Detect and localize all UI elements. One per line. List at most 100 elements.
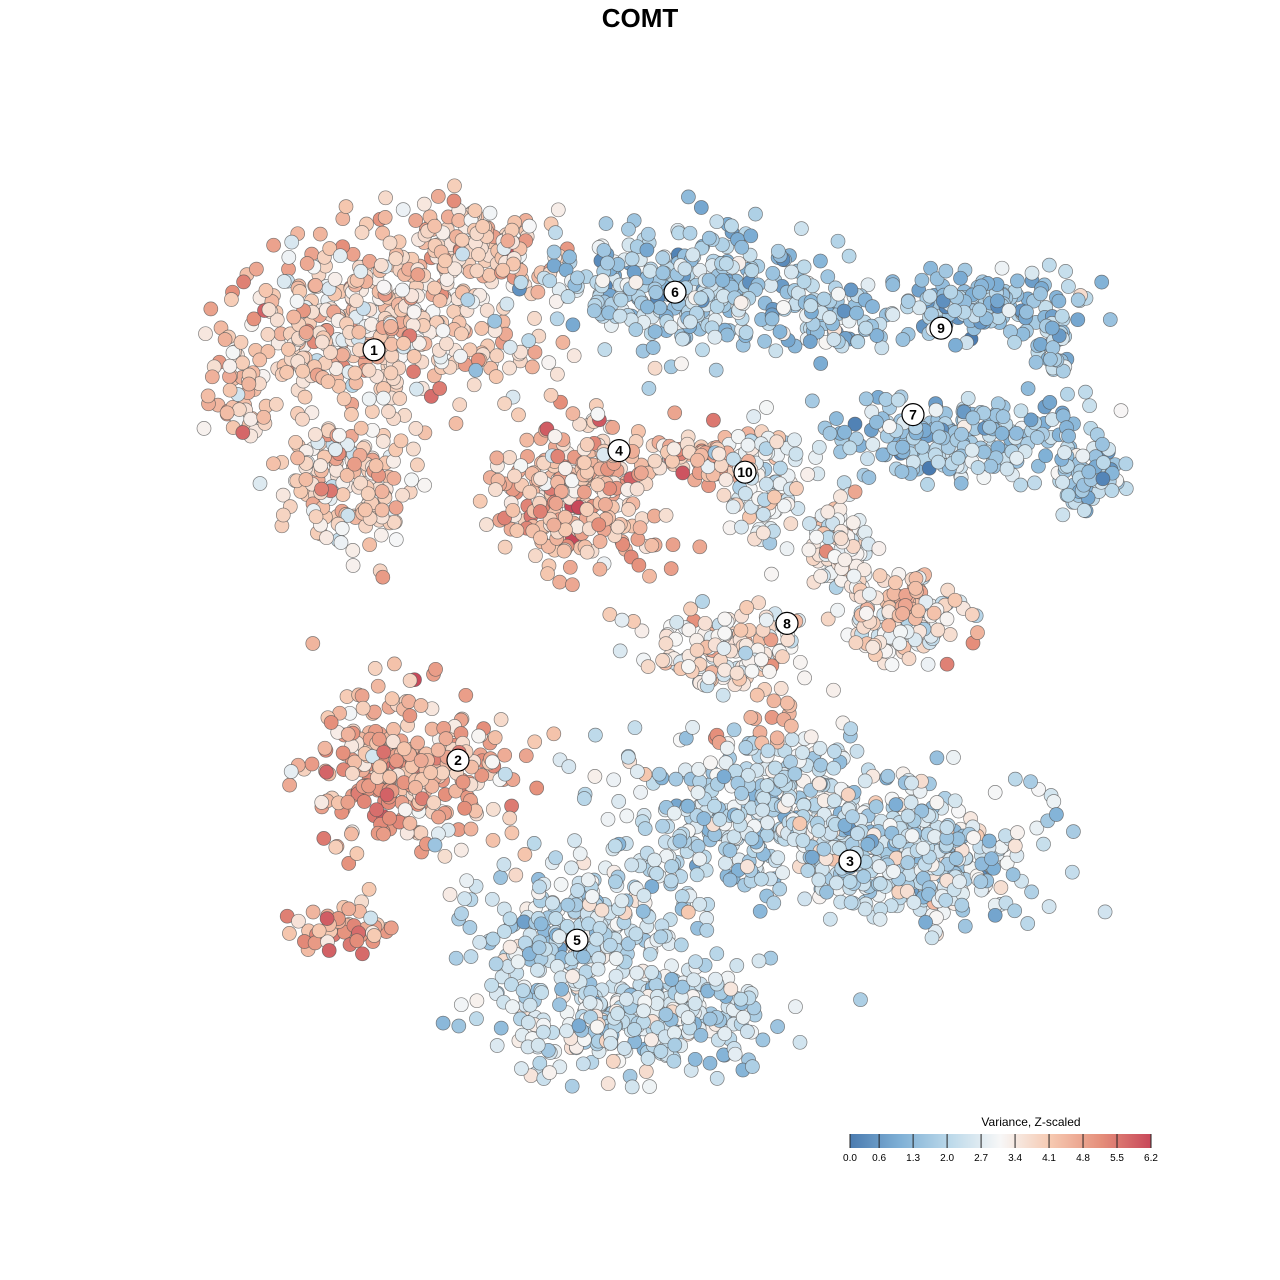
cell-point — [929, 795, 945, 810]
cell-point — [360, 486, 376, 502]
cell-point — [289, 293, 305, 309]
cell-point — [708, 362, 724, 378]
cell-point — [914, 803, 930, 819]
cell-point — [590, 961, 606, 977]
cluster-label-badge — [607, 439, 631, 463]
cell-point — [621, 221, 636, 237]
cell-point — [878, 392, 894, 407]
cell-point — [552, 574, 568, 590]
cell-point — [469, 263, 485, 279]
cell-point — [392, 391, 408, 406]
cell-point — [402, 673, 418, 688]
cell-point — [1007, 903, 1023, 919]
cell-point — [914, 439, 930, 455]
cell-point — [1033, 337, 1048, 352]
cell-point — [740, 767, 756, 783]
cell-point — [614, 612, 630, 628]
cell-point — [816, 841, 832, 857]
cell-point — [406, 349, 422, 364]
cell-point — [371, 731, 387, 747]
cell-point — [1041, 899, 1057, 914]
cell-point — [822, 911, 838, 927]
cell-point — [607, 838, 623, 854]
cell-point — [584, 889, 600, 904]
cell-point — [198, 326, 213, 342]
cell-point — [848, 635, 864, 651]
cell-point — [366, 928, 382, 943]
cell-point — [942, 627, 958, 642]
cell-point — [859, 605, 874, 621]
cell-point — [565, 969, 580, 984]
cell-point — [639, 242, 655, 258]
cluster-label-2: 2 — [446, 748, 470, 772]
cell-point — [923, 260, 938, 276]
cell-point — [535, 1024, 551, 1040]
cell-point — [566, 348, 582, 364]
cluster-label-badge — [663, 280, 687, 304]
cluster-labels-layer: 1 2 3 4 5 6 7 8 9 10 — [362, 280, 953, 952]
cell-point — [376, 744, 392, 760]
cell-point — [647, 453, 663, 469]
cell-point — [246, 311, 262, 327]
cell-point — [706, 412, 721, 428]
cell-point — [383, 365, 399, 381]
cell-point — [600, 1076, 616, 1092]
cell-point — [597, 342, 613, 357]
cell-point — [872, 568, 888, 583]
cell-point — [551, 929, 567, 944]
cell-point — [640, 1051, 656, 1066]
cell-point — [1104, 483, 1120, 498]
cell-point — [757, 333, 772, 349]
cell-point — [497, 766, 513, 782]
cell-point — [830, 233, 846, 249]
cell-point — [1007, 838, 1023, 854]
cell-point — [894, 464, 910, 479]
cell-point — [842, 874, 858, 890]
cell-point — [738, 325, 754, 340]
cell-point — [920, 656, 936, 672]
cell-point — [531, 940, 547, 956]
cell-point — [804, 393, 820, 409]
cell-point — [314, 795, 330, 810]
cell-point — [311, 923, 327, 939]
cell-point — [334, 521, 350, 536]
cell-point — [548, 225, 563, 240]
cell-point — [987, 785, 1003, 800]
cell-point — [847, 484, 863, 500]
cluster-label-badge — [733, 460, 757, 484]
cell-point — [692, 539, 708, 555]
cell-point — [1028, 354, 1044, 370]
cell-point — [628, 274, 644, 290]
cell-point — [1010, 273, 1025, 289]
cell-point — [562, 559, 578, 575]
cell-point — [693, 1027, 709, 1043]
cell-point — [363, 910, 379, 926]
cell-point — [860, 837, 876, 852]
legend-tick-label: 2.0 — [940, 1153, 954, 1164]
cell-point — [645, 340, 661, 355]
cell-point — [681, 189, 696, 205]
cell-point — [640, 659, 656, 674]
cell-point — [1044, 320, 1060, 336]
cell-point — [730, 809, 745, 824]
cell-point — [361, 362, 377, 378]
cell-point — [348, 293, 364, 309]
cell-point — [833, 531, 849, 546]
cell-point — [328, 839, 344, 855]
cell-point — [353, 475, 368, 491]
cell-point — [533, 530, 548, 546]
cell-point — [910, 603, 926, 619]
cell-point — [827, 744, 842, 759]
cell-point — [850, 334, 866, 350]
cell-point — [800, 467, 816, 482]
cell-point — [339, 468, 355, 483]
cell-point — [252, 476, 268, 491]
cell-point — [430, 742, 446, 758]
cell-point — [715, 687, 731, 703]
cell-point — [513, 275, 529, 290]
cell-point — [488, 369, 504, 384]
cell-point — [527, 311, 542, 326]
cell-point — [428, 661, 443, 677]
cell-point — [517, 847, 533, 862]
cell-point — [1038, 448, 1053, 464]
